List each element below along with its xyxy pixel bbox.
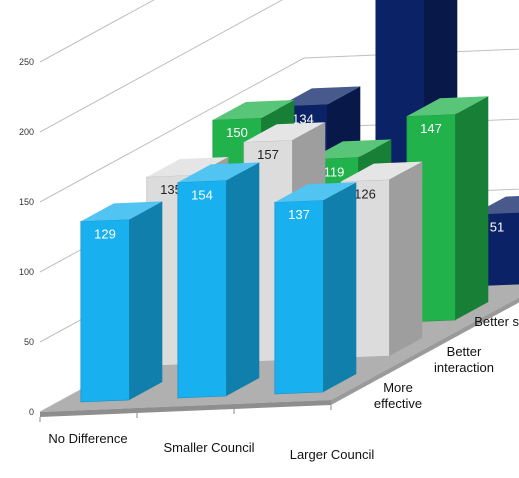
data-label: 135 bbox=[160, 182, 182, 197]
x-tick-label: Smaller Council bbox=[163, 440, 254, 455]
gridline bbox=[39, 0, 155, 63]
bar-top-face bbox=[243, 122, 326, 143]
y-tick-label: 200 bbox=[19, 127, 34, 137]
bar-front-face bbox=[177, 180, 227, 399]
data-label: 134 bbox=[292, 111, 314, 126]
floor-side-edge bbox=[331, 297, 519, 405]
bar bbox=[80, 201, 163, 403]
bar-top-face bbox=[177, 162, 260, 183]
data-label: 129 bbox=[94, 226, 116, 241]
bar-front-face bbox=[274, 199, 324, 395]
bar-top-face bbox=[212, 100, 295, 120]
gridline bbox=[39, 0, 284, 133]
y-tick-label: 100 bbox=[19, 267, 34, 277]
bar-top-face bbox=[406, 96, 489, 117]
y-tick-label: 50 bbox=[24, 337, 34, 347]
bar-side-face bbox=[226, 162, 260, 396]
bar-top-face bbox=[340, 161, 423, 182]
data-label: 150 bbox=[226, 125, 248, 140]
bar-side-face bbox=[389, 161, 423, 356]
series-axis-label: interaction bbox=[434, 360, 494, 375]
bar-top-face bbox=[274, 182, 357, 203]
bar-front-face bbox=[80, 219, 130, 403]
data-label: 119 bbox=[324, 164, 345, 179]
bar-side-face bbox=[323, 182, 357, 392]
series-axis-label: More bbox=[383, 380, 413, 395]
data-label: 126 bbox=[354, 187, 376, 202]
data-label: 157 bbox=[257, 147, 279, 162]
series-axis-label: effective bbox=[374, 396, 422, 411]
bar-top-face bbox=[80, 201, 163, 222]
bar bbox=[274, 182, 357, 395]
x-tick-label: No Difference bbox=[48, 431, 127, 446]
bar-top-face bbox=[278, 86, 361, 107]
data-label: 137 bbox=[288, 207, 310, 222]
gridline bbox=[39, 48, 519, 203]
series-axis-label: Better bbox=[447, 344, 482, 359]
bar-top-face bbox=[146, 157, 229, 177]
y-tick-label: 0 bbox=[29, 407, 34, 417]
data-label: 147 bbox=[420, 121, 442, 136]
bar-top-face bbox=[309, 139, 392, 160]
series-axis-label: Better service bbox=[474, 314, 519, 329]
x-tick-label: Larger Council bbox=[290, 447, 375, 462]
data-label: 154 bbox=[191, 187, 213, 202]
y-tick-label: 150 bbox=[19, 197, 34, 207]
floor-front-edge bbox=[40, 400, 331, 417]
data-label: 51 bbox=[490, 220, 504, 235]
bar-side-face bbox=[455, 96, 489, 320]
bar-side-face bbox=[129, 201, 163, 400]
y-tick-label: 250 bbox=[19, 57, 34, 67]
bar bbox=[340, 161, 423, 359]
bar bbox=[177, 162, 260, 399]
